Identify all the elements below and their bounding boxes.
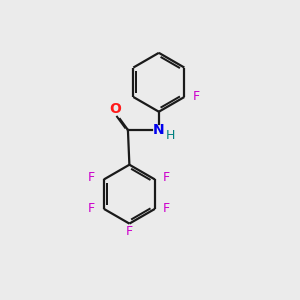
Text: F: F [88, 171, 95, 184]
Text: F: F [163, 171, 170, 184]
Text: H: H [165, 129, 175, 142]
Text: O: O [109, 102, 121, 116]
Text: F: F [126, 225, 133, 239]
Text: N: N [153, 123, 165, 137]
Text: F: F [88, 202, 95, 215]
Text: F: F [193, 91, 200, 103]
Text: F: F [163, 202, 170, 215]
